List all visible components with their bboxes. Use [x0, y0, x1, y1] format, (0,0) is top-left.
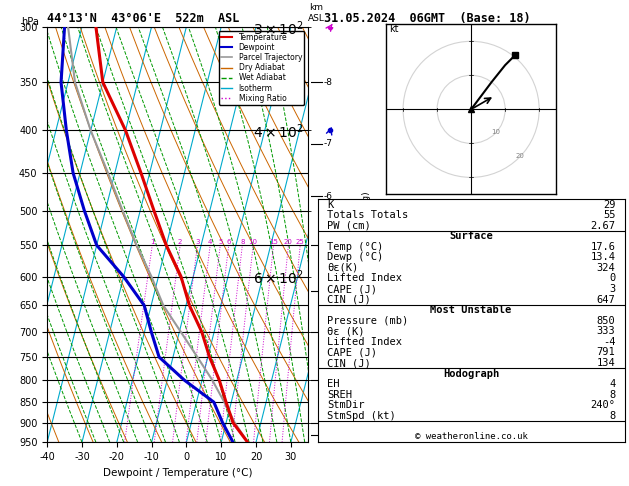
Text: 20: 20 — [516, 154, 525, 159]
Text: Surface: Surface — [449, 231, 493, 241]
Text: Pressure (mb): Pressure (mb) — [327, 316, 408, 326]
Text: 10: 10 — [491, 129, 500, 135]
Text: 4: 4 — [609, 379, 615, 389]
Text: 333: 333 — [597, 326, 615, 336]
Text: -6: -6 — [323, 191, 333, 201]
Text: CAPE (J): CAPE (J) — [327, 284, 377, 294]
Text: StmSpd (kt): StmSpd (kt) — [327, 411, 396, 421]
Text: 15: 15 — [269, 239, 278, 245]
Text: -4: -4 — [323, 287, 332, 296]
Text: © weatheronline.co.uk: © weatheronline.co.uk — [415, 433, 528, 441]
Text: 0: 0 — [609, 274, 615, 283]
Text: Temp (°C): Temp (°C) — [327, 242, 383, 252]
Text: Lifted Index: Lifted Index — [327, 337, 402, 347]
Text: 8: 8 — [609, 411, 615, 421]
Text: 29: 29 — [603, 200, 615, 209]
Text: 240°: 240° — [591, 400, 615, 410]
Text: -7: -7 — [323, 139, 333, 148]
Text: 4: 4 — [208, 239, 213, 245]
Text: 31.05.2024  06GMT  (Base: 18): 31.05.2024 06GMT (Base: 18) — [324, 12, 530, 25]
Text: CAPE (J): CAPE (J) — [327, 347, 377, 358]
Text: CIN (J): CIN (J) — [327, 295, 370, 305]
Text: 44°13'N  43°06'E  522m  ASL: 44°13'N 43°06'E 522m ASL — [47, 12, 240, 25]
Text: -8: -8 — [323, 78, 333, 87]
Text: 13.4: 13.4 — [591, 252, 615, 262]
Text: 3: 3 — [609, 284, 615, 294]
Text: 3: 3 — [195, 239, 200, 245]
Text: 6: 6 — [226, 239, 231, 245]
Text: -3: -3 — [323, 328, 333, 337]
Text: Dewp (°C): Dewp (°C) — [327, 252, 383, 262]
Text: -5: -5 — [323, 241, 333, 250]
Text: hPa: hPa — [21, 17, 39, 27]
Text: 1LCL: 1LCL — [323, 430, 345, 439]
Text: 850: 850 — [597, 316, 615, 326]
Text: 10: 10 — [248, 239, 258, 245]
Text: 5: 5 — [218, 239, 223, 245]
Text: 20: 20 — [284, 239, 293, 245]
Text: StmDir: StmDir — [327, 400, 364, 410]
Text: 1: 1 — [150, 239, 155, 245]
X-axis label: Dewpoint / Temperature (°C): Dewpoint / Temperature (°C) — [103, 468, 252, 478]
Text: CIN (J): CIN (J) — [327, 358, 370, 368]
Text: 55: 55 — [603, 210, 615, 220]
Text: 8: 8 — [240, 239, 245, 245]
Text: PW (cm): PW (cm) — [327, 221, 370, 231]
Text: 791: 791 — [597, 347, 615, 358]
Text: Totals Totals: Totals Totals — [327, 210, 408, 220]
Text: K: K — [327, 200, 333, 209]
Text: 324: 324 — [597, 263, 615, 273]
Text: SREH: SREH — [327, 390, 352, 399]
Text: 134: 134 — [597, 358, 615, 368]
Text: -4: -4 — [603, 337, 615, 347]
Text: Lifted Index: Lifted Index — [327, 274, 402, 283]
Text: 17.6: 17.6 — [591, 242, 615, 252]
Text: -1: -1 — [323, 418, 333, 427]
Text: kt: kt — [389, 24, 399, 35]
Text: 2.67: 2.67 — [591, 221, 615, 231]
Text: θε(K): θε(K) — [327, 263, 358, 273]
Text: Mixing Ratio (g/kg): Mixing Ratio (g/kg) — [362, 191, 371, 278]
Text: 647: 647 — [597, 295, 615, 305]
Text: Hodograph: Hodograph — [443, 368, 499, 379]
Text: EH: EH — [327, 379, 340, 389]
Text: θε (K): θε (K) — [327, 326, 364, 336]
Text: -2: -2 — [323, 376, 332, 385]
Text: km
ASL: km ASL — [308, 3, 325, 22]
Text: 2: 2 — [178, 239, 182, 245]
Text: 25: 25 — [296, 239, 304, 245]
Text: Most Unstable: Most Unstable — [430, 305, 512, 315]
Legend: Temperature, Dewpoint, Parcel Trajectory, Dry Adiabat, Wet Adiabat, Isotherm, Mi: Temperature, Dewpoint, Parcel Trajectory… — [219, 31, 304, 105]
Text: 8: 8 — [609, 390, 615, 399]
